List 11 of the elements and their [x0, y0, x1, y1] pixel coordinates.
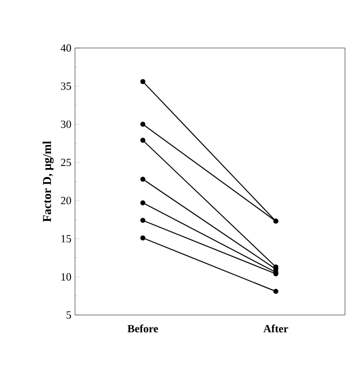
x-tick-label: Before: [128, 324, 158, 332]
y-tick-label: 15: [61, 235, 72, 242]
y-tick-label: 25: [60, 158, 72, 166]
y-tick-label: 35: [61, 82, 72, 90]
y-tick-label: 20: [60, 196, 72, 204]
y-tick-label: 40: [60, 44, 72, 52]
y-tick-label: 30: [61, 120, 72, 128]
y-tick-label: 10: [61, 273, 72, 281]
y-tick-label: 5: [66, 311, 72, 319]
x-tick-label: After: [263, 324, 288, 332]
y-axis-title: Factor D, µg/ml: [42, 141, 54, 222]
